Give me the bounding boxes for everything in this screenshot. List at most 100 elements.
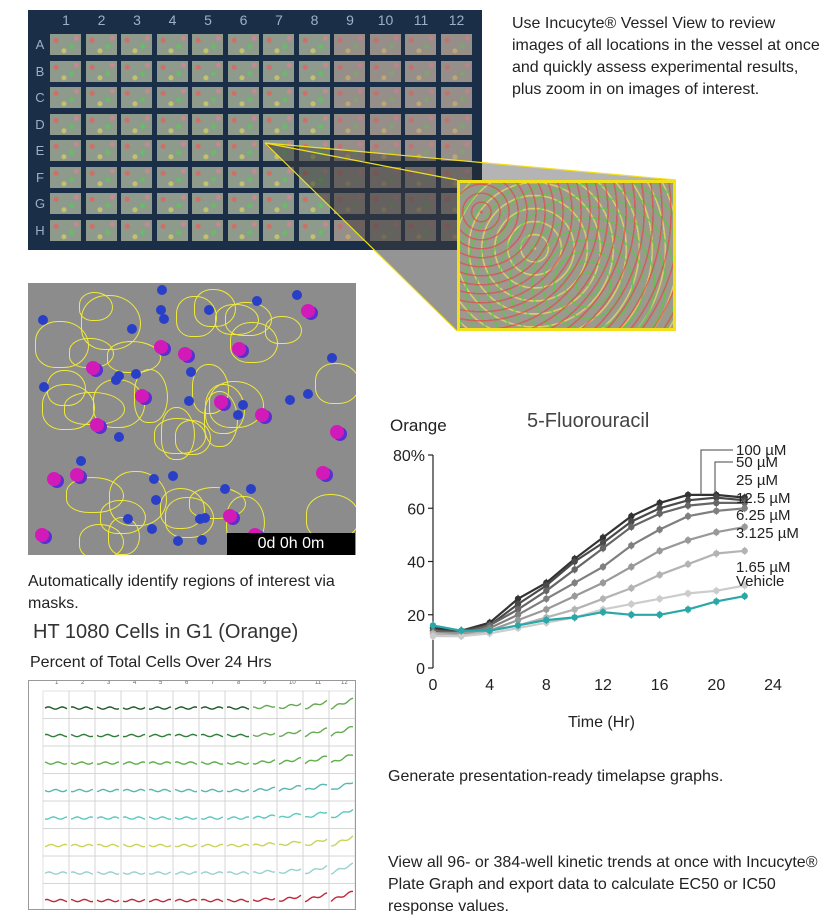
vessel-well[interactable] bbox=[263, 34, 294, 55]
vessel-well[interactable] bbox=[121, 34, 152, 55]
vessel-well[interactable] bbox=[156, 219, 188, 241]
vessel-well[interactable] bbox=[85, 60, 117, 82]
vessel-well[interactable] bbox=[192, 219, 223, 241]
vessel-well[interactable] bbox=[334, 60, 365, 82]
vessel-well[interactable] bbox=[85, 113, 117, 135]
vessel-well[interactable] bbox=[85, 87, 117, 108]
vessel-well[interactable] bbox=[440, 34, 472, 55]
vessel-well[interactable] bbox=[298, 113, 330, 135]
vessel-well[interactable] bbox=[440, 60, 472, 82]
vessel-well[interactable] bbox=[298, 60, 330, 82]
vessel-well[interactable] bbox=[440, 113, 472, 135]
vessel-well[interactable] bbox=[156, 166, 188, 188]
vessel-well[interactable] bbox=[334, 87, 365, 108]
vessel-well[interactable] bbox=[298, 219, 330, 241]
vessel-well[interactable] bbox=[263, 219, 294, 241]
vessel-well[interactable] bbox=[121, 60, 152, 82]
plate-well-trace bbox=[252, 814, 276, 820]
vessel-well[interactable] bbox=[263, 113, 294, 135]
plate-graph[interactable]: 1 2 3 4 5 6 7 8 9 10 11 12 bbox=[28, 680, 356, 910]
vessel-well[interactable] bbox=[85, 34, 117, 55]
vessel-well[interactable] bbox=[227, 219, 259, 241]
data-point bbox=[514, 622, 522, 629]
vessel-well[interactable] bbox=[50, 140, 81, 161]
vessel-well[interactable] bbox=[156, 87, 188, 108]
vessel-well[interactable] bbox=[334, 34, 365, 55]
vessel-well[interactable] bbox=[192, 140, 223, 161]
vessel-well[interactable] bbox=[405, 113, 436, 135]
vessel-well[interactable] bbox=[227, 166, 259, 188]
vessel-well[interactable] bbox=[369, 113, 401, 135]
plate-well-trace bbox=[252, 704, 276, 710]
series-line bbox=[432, 501, 745, 635]
vessel-well[interactable] bbox=[192, 113, 223, 135]
cell-nucleus bbox=[219, 484, 230, 495]
vessel-well[interactable] bbox=[192, 60, 223, 82]
plate-well-cell bbox=[250, 690, 278, 719]
vessel-well[interactable] bbox=[298, 34, 330, 55]
vessel-well[interactable] bbox=[121, 219, 152, 241]
vessel-well[interactable] bbox=[440, 140, 472, 161]
vessel-well[interactable] bbox=[85, 166, 117, 188]
vessel-well[interactable] bbox=[227, 140, 259, 161]
vessel-well[interactable] bbox=[227, 87, 259, 108]
plate-well-trace bbox=[330, 862, 354, 875]
vessel-well[interactable] bbox=[85, 193, 117, 214]
vessel-well[interactable] bbox=[227, 113, 259, 135]
vessel-well[interactable] bbox=[192, 193, 223, 214]
vessel-well[interactable] bbox=[369, 34, 401, 55]
plate-well-cell bbox=[302, 855, 330, 884]
vessel-well[interactable] bbox=[298, 87, 330, 108]
vessel-well[interactable] bbox=[50, 113, 81, 135]
vessel-well[interactable] bbox=[369, 140, 401, 161]
vessel-well[interactable] bbox=[227, 193, 259, 214]
vessel-well[interactable] bbox=[85, 219, 117, 241]
vessel-well[interactable] bbox=[405, 34, 436, 55]
vessel-well[interactable] bbox=[369, 60, 401, 82]
vessel-well[interactable] bbox=[156, 140, 188, 161]
vessel-well[interactable] bbox=[263, 193, 294, 214]
vessel-well[interactable] bbox=[192, 87, 223, 108]
vessel-well[interactable] bbox=[50, 87, 81, 108]
plate-well-cell bbox=[302, 773, 330, 802]
vessel-well[interactable] bbox=[50, 166, 81, 188]
vessel-well[interactable] bbox=[263, 60, 294, 82]
plate-well-cell bbox=[198, 773, 226, 802]
vessel-well[interactable] bbox=[121, 87, 152, 108]
vessel-well[interactable] bbox=[263, 87, 294, 108]
zoomed-well-image[interactable] bbox=[457, 180, 676, 331]
vessel-well[interactable] bbox=[156, 193, 188, 214]
vessel-well[interactable] bbox=[121, 193, 152, 214]
vessel-well[interactable] bbox=[263, 166, 294, 188]
vessel-well[interactable] bbox=[156, 113, 188, 135]
mask-image[interactable] bbox=[28, 283, 356, 555]
vessel-view-plate[interactable]: 1 2 3 4 5 6 7 8 9 10 11 12 A B C D E F G H bbox=[28, 10, 482, 250]
vessel-well[interactable] bbox=[50, 34, 81, 55]
legend-leader bbox=[700, 449, 733, 495]
vessel-well[interactable] bbox=[334, 113, 365, 135]
plate-well-cell bbox=[94, 800, 122, 829]
vessel-well[interactable] bbox=[121, 113, 152, 135]
vessel-well[interactable] bbox=[405, 87, 436, 108]
vessel-well[interactable] bbox=[227, 34, 259, 55]
vessel-well[interactable] bbox=[369, 87, 401, 108]
vessel-well[interactable] bbox=[156, 60, 188, 82]
plate-well-trace bbox=[200, 761, 224, 765]
vessel-well[interactable] bbox=[85, 140, 117, 161]
vessel-well[interactable] bbox=[192, 34, 223, 55]
vessel-well[interactable] bbox=[440, 87, 472, 108]
plate-well-trace bbox=[122, 871, 146, 875]
vessel-well[interactable] bbox=[50, 219, 81, 241]
vessel-well[interactable] bbox=[192, 166, 223, 188]
plate-column-label: 5 bbox=[159, 680, 163, 686]
plate-well-trace bbox=[278, 812, 302, 819]
vessel-well[interactable] bbox=[227, 60, 259, 82]
vessel-well[interactable] bbox=[121, 166, 152, 188]
vessel-well[interactable] bbox=[121, 140, 152, 161]
cell-nucleus bbox=[172, 535, 183, 546]
vessel-well[interactable] bbox=[50, 193, 81, 214]
vessel-well[interactable] bbox=[405, 60, 436, 82]
vessel-well[interactable] bbox=[50, 60, 81, 82]
data-point bbox=[684, 497, 692, 504]
vessel-well[interactable] bbox=[156, 34, 188, 55]
